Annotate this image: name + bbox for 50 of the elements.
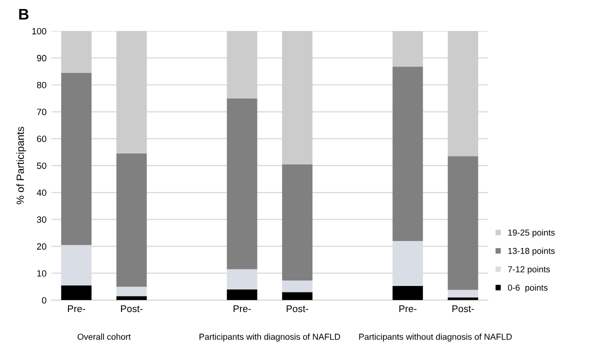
bar xyxy=(226,289,258,300)
x-tick-label: Pre- xyxy=(68,305,86,312)
text: Participants without diagnosis of NAFLD xyxy=(359,333,512,342)
y-tick-label: 50 xyxy=(36,162,46,169)
y-tick-label: 30 xyxy=(36,216,46,223)
y-tick-label: 60 xyxy=(37,136,46,142)
bar xyxy=(116,31,147,154)
text: Overall cohort xyxy=(78,333,131,340)
text: Participants with diagnosis of NAFLD xyxy=(200,333,340,342)
x-tick-label: Post- xyxy=(286,305,308,312)
bar xyxy=(392,66,423,241)
y-tick-label: 40 xyxy=(36,189,46,196)
bar xyxy=(448,297,478,300)
bar xyxy=(448,156,478,290)
y-tick-label: 10 xyxy=(37,270,46,277)
legend-label: 13-18 points xyxy=(508,248,555,256)
x-tick-label: Pre- xyxy=(234,305,251,312)
x-tick-label: Post- xyxy=(121,305,143,312)
bar xyxy=(61,244,92,286)
bar xyxy=(116,153,147,287)
y-tick-label: 20 xyxy=(37,243,46,250)
y-tick-label: 100 xyxy=(32,28,46,34)
x-tick-label: Pre- xyxy=(399,305,416,312)
bar xyxy=(282,31,312,164)
bar xyxy=(448,290,478,298)
legend-label: 0-6 points xyxy=(508,284,548,292)
chart-title: B xyxy=(19,8,29,20)
bar xyxy=(226,269,258,290)
y-tick-label: 80 xyxy=(37,82,46,88)
bar xyxy=(392,240,423,286)
bar xyxy=(226,31,258,98)
bar xyxy=(282,292,312,300)
bar xyxy=(282,280,312,292)
bar xyxy=(116,296,147,300)
bar xyxy=(226,98,258,270)
y-tick-label: 70 xyxy=(37,108,46,116)
bar xyxy=(448,31,478,156)
bar xyxy=(282,164,312,281)
y-tick-label: 0 xyxy=(42,297,46,304)
bar xyxy=(392,31,423,67)
bar xyxy=(61,72,92,245)
x-tick-label: Post- xyxy=(452,305,474,312)
bar xyxy=(61,285,92,300)
legend-label: 7-12 points xyxy=(508,266,550,274)
bar xyxy=(116,286,147,296)
bar xyxy=(392,286,423,300)
legend-label: 19-25 points xyxy=(508,229,555,238)
y-tick-label: 90 xyxy=(37,54,46,62)
y-axis-title: % of Participants xyxy=(16,126,26,204)
bar xyxy=(61,31,92,73)
